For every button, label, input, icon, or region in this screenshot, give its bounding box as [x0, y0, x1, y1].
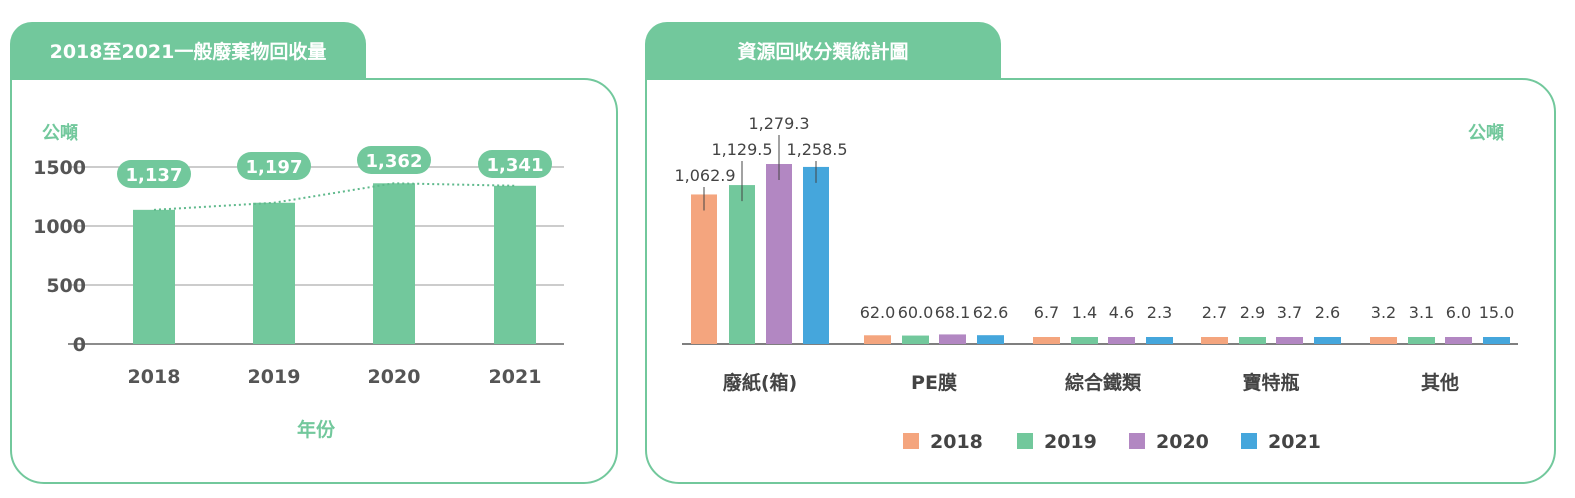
bar — [253, 202, 295, 344]
right-chart: 公噸1,062.91,129.51,279.31,258.5廢紙(箱)62.0 6… — [674, 114, 1518, 453]
bar — [1108, 337, 1135, 344]
bar — [1071, 337, 1098, 344]
legend-label: 2018 — [930, 431, 983, 453]
bar — [939, 334, 966, 344]
bar — [1146, 337, 1173, 344]
value-label: 62.6 — [973, 303, 1009, 322]
bar — [1314, 337, 1341, 344]
x-tick-label: PE膜 — [911, 371, 957, 394]
bar — [766, 164, 792, 344]
value-label: 6.7 — [1034, 303, 1059, 322]
bar — [1408, 337, 1435, 344]
value-label: 2.6 — [1315, 303, 1340, 322]
x-axis-title: 年份 — [297, 418, 336, 441]
value-label: 4.6 — [1109, 303, 1134, 322]
bar — [1239, 337, 1266, 344]
value-pill — [237, 152, 311, 180]
legend-label: 2020 — [1156, 431, 1209, 453]
value-label: 1.4 — [1072, 303, 1097, 322]
value-label: 3.1 — [1409, 303, 1434, 322]
value-label: 68.1 — [935, 303, 971, 322]
right-chart-title-tab: 資源回收分類統計圖 — [645, 22, 1001, 78]
value-label: 1,258.5 — [786, 140, 847, 159]
value-label: 1,362 — [366, 151, 423, 172]
bar — [494, 185, 536, 344]
value-pill — [117, 160, 191, 188]
bar — [977, 335, 1004, 344]
legend-swatch — [903, 433, 919, 449]
value-label: 6.0 — [1446, 303, 1471, 322]
value-label: 1,129.5 — [711, 140, 772, 159]
bar — [1445, 337, 1472, 344]
left-chart-title-tab: 2018至2021一般廢棄物回收量 — [10, 22, 366, 78]
value-label: 1,197 — [246, 157, 303, 178]
bar — [691, 194, 717, 344]
y-axis-unit: 公噸 — [1468, 122, 1504, 144]
value-pill — [478, 150, 552, 178]
bar — [1276, 337, 1303, 344]
legend-label: 2021 — [1268, 431, 1321, 453]
bar — [729, 185, 755, 344]
y-tick-label: 0 — [73, 334, 86, 356]
value-label: 1,341 — [487, 155, 544, 176]
bar — [1370, 337, 1397, 344]
left-chart: 公噸 0 500 1000 1500 2018 2019 2020 2021 1,137 1,197… — [33, 122, 564, 441]
value-label: 1,279.3 — [748, 114, 809, 133]
bar — [373, 183, 415, 344]
x-tick-label: 2019 — [248, 366, 301, 388]
legend-label: 2019 — [1044, 431, 1097, 453]
x-tick-label: 2020 — [368, 366, 421, 388]
bar — [902, 335, 929, 344]
y-tick-label: 500 — [46, 275, 86, 297]
value-label: 62.0 — [860, 303, 896, 322]
trend-line — [153, 182, 516, 211]
y-tick-label: 1500 — [33, 157, 86, 179]
right-chart-panel — [645, 78, 1556, 484]
left-chart-title: 2018至2021一般廢棄物回收量 — [49, 40, 327, 63]
x-tick-label: 其他 — [1421, 371, 1459, 394]
legend-swatch — [1129, 433, 1145, 449]
value-label: 3.2 — [1371, 303, 1396, 322]
value-label: 15.0 — [1479, 303, 1515, 322]
y-axis-unit: 公噸 — [42, 122, 78, 144]
x-tick-label: 廢紙(箱) — [723, 371, 797, 394]
value-label: 2.9 — [1240, 303, 1265, 322]
bar — [133, 209, 175, 344]
value-label: 1,062.9 — [674, 166, 735, 185]
value-label: 1,137 — [126, 165, 183, 186]
y-tick-label: 1000 — [33, 216, 86, 238]
x-tick-label: 2018 — [128, 366, 181, 388]
legend-swatch — [1017, 433, 1033, 449]
x-tick-label: 2021 — [489, 366, 542, 388]
x-tick-label: 綜合鐵類 — [1065, 371, 1142, 394]
bar — [864, 335, 891, 344]
bar — [1483, 337, 1510, 344]
value-label: 60.0 — [898, 303, 934, 322]
bar — [1201, 337, 1228, 344]
right-chart-title: 資源回收分類統計圖 — [737, 40, 909, 63]
value-label: 2.7 — [1202, 303, 1227, 322]
x-tick-label: 寶特瓶 — [1242, 371, 1299, 394]
bar — [1033, 337, 1060, 344]
value-label: 3.7 — [1277, 303, 1302, 322]
legend-swatch — [1241, 433, 1257, 449]
value-label: 2.3 — [1147, 303, 1172, 322]
value-pill — [357, 146, 431, 174]
bar — [803, 166, 829, 344]
